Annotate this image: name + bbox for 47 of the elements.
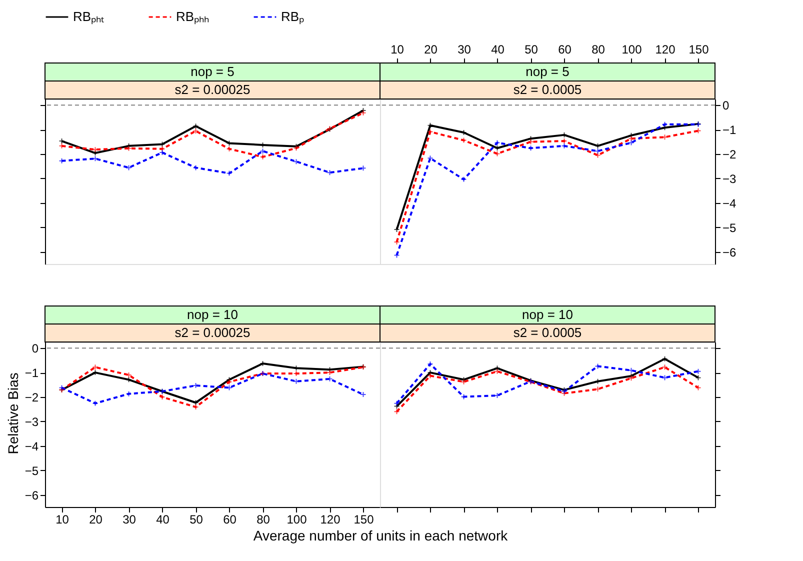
y-tick-label: 0	[32, 342, 39, 356]
x-tick-label: 100	[286, 512, 308, 526]
x-tick-label: 60	[223, 512, 237, 526]
y-tick-label: −4	[722, 196, 737, 210]
x-tick-label: 50	[190, 512, 204, 526]
x-tick-label: 120	[320, 512, 341, 526]
x-tick-label: 60	[558, 42, 572, 56]
chart-title: nop = 5	[526, 64, 570, 79]
chart-subtitle: s2 = 0.00025	[174, 325, 250, 340]
x-tick-label: 10	[390, 42, 404, 56]
y-tick-label: −6	[24, 488, 39, 502]
x-tick-label: 120	[655, 42, 676, 56]
y-tick-label: −2	[24, 390, 39, 404]
y-tick-label: −1	[722, 123, 737, 138]
x-tick-label: 30	[122, 512, 136, 526]
chart-title: nop = 10	[522, 307, 573, 322]
x-tick-label: 50	[524, 42, 538, 56]
chart-subtitle: s2 = 0.0005	[513, 82, 582, 97]
y-tick-label: −3	[24, 414, 39, 429]
x-tick-label: 40	[491, 42, 505, 56]
chart-subtitle: s2 = 0.00025	[174, 82, 250, 97]
y-tick-label: 0	[722, 98, 730, 113]
legend-label: RBₚ	[281, 9, 304, 25]
y-tick-label: −5	[722, 220, 737, 235]
legend-label: RBₚₕₜ	[73, 9, 104, 25]
x-tick-label: 30	[458, 42, 472, 56]
x-tick-label: 80	[256, 512, 270, 526]
y-tick-label: −6	[722, 245, 737, 260]
x-tick-label: 150	[688, 42, 710, 56]
y-tick-label: −5	[24, 464, 39, 478]
x-tick-label: 100	[622, 42, 642, 56]
chart-title: nop = 10	[187, 307, 238, 322]
x-tick-label: 20	[89, 512, 103, 526]
y-axis-title: Relative Bias	[4, 372, 21, 454]
chart-title: nop = 5	[190, 64, 234, 79]
x-tick-label: 40	[156, 512, 170, 526]
x-axis-title: Average number of units in each network	[253, 528, 509, 544]
x-tick-label: 150	[354, 512, 374, 526]
y-tick-label: −3	[722, 172, 737, 186]
x-tick-label: 20	[424, 42, 438, 56]
chart-subtitle: s2 = 0.0005	[513, 325, 582, 340]
x-tick-label: 80	[592, 42, 606, 56]
y-tick-label: −1	[24, 366, 39, 380]
y-tick-label: −4	[24, 439, 39, 454]
legend-label: RBₚₕₕ	[176, 9, 210, 25]
y-tick-label: −2	[722, 148, 737, 162]
x-tick-label: 10	[56, 512, 70, 526]
